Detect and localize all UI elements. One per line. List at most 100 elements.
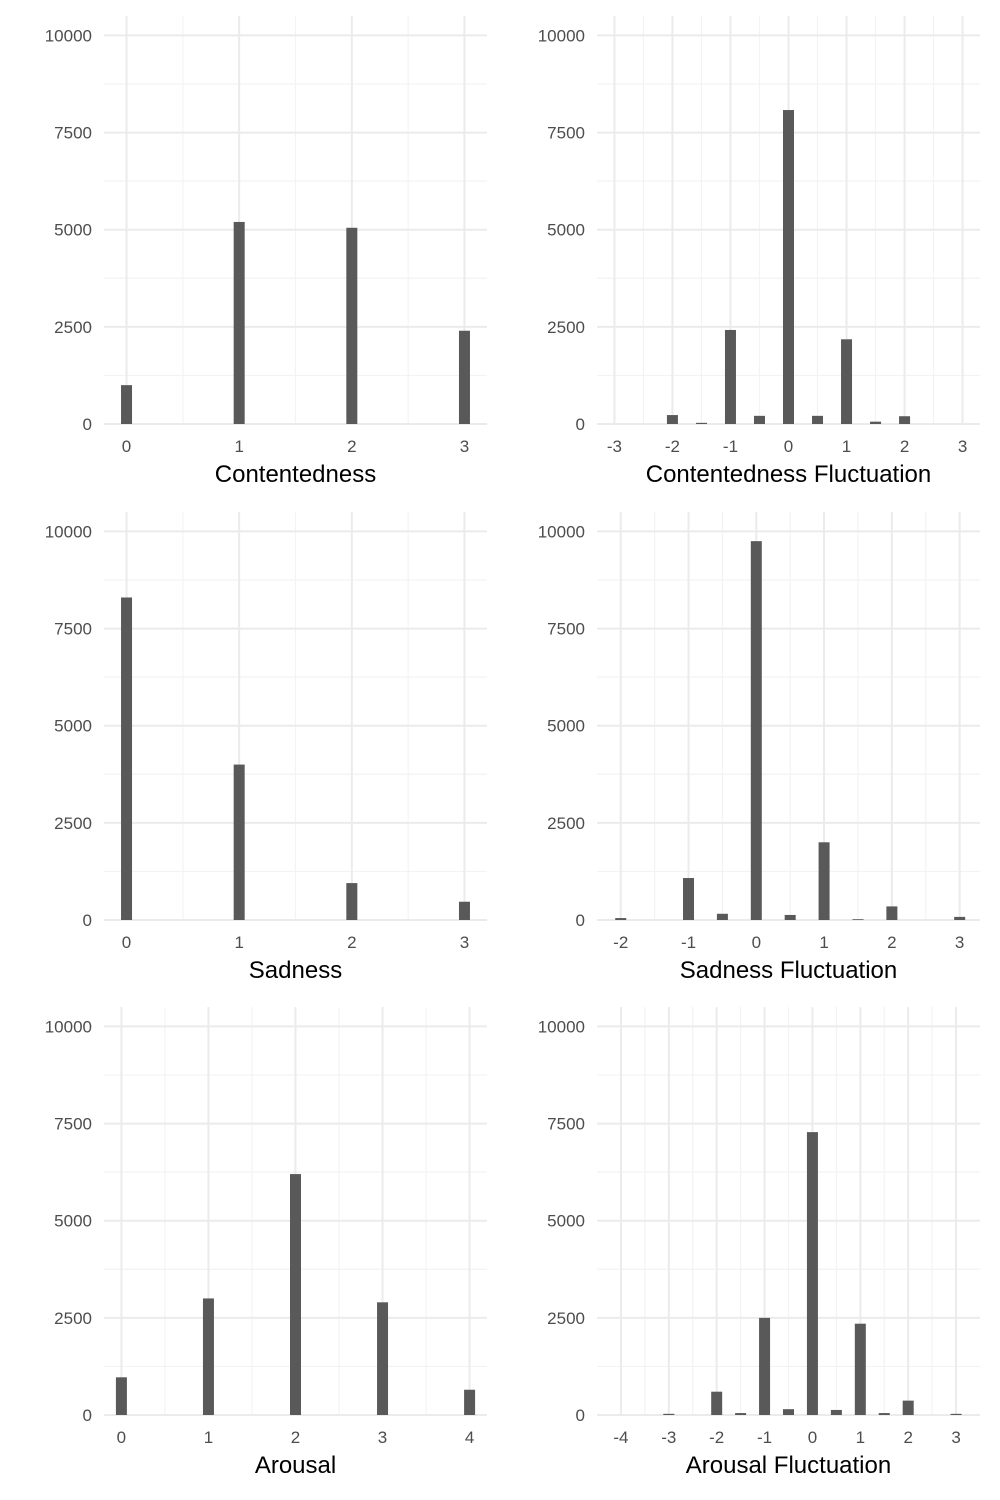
y-tick-label: 5000 — [547, 717, 585, 736]
histogram-bar — [852, 919, 864, 920]
y-tick-label: 5000 — [54, 717, 92, 736]
x-tick-label: 2 — [347, 437, 356, 456]
y-tick-label: 10000 — [45, 26, 92, 45]
panel-6: 0 2500 5000 7500 10000 -4 -3 -2 -1 0 1 2 3 Arousal Fl… — [538, 1007, 980, 1479]
y-tick-label: 7500 — [547, 620, 585, 639]
y-tick-label: 7500 — [54, 1115, 92, 1134]
x-tick-label: -2 — [613, 933, 628, 952]
x-tick-label: 1 — [842, 437, 851, 456]
x-tick-label: 3 — [378, 1428, 387, 1447]
histogram-bar — [870, 421, 882, 424]
x-tick-label: -1 — [681, 933, 696, 952]
histogram-bar — [464, 1389, 476, 1415]
histogram-bar — [346, 227, 358, 424]
histogram-bar — [202, 1298, 214, 1415]
x-tick-label: -3 — [661, 1428, 676, 1447]
histogram-bar — [377, 1302, 389, 1415]
y-tick-label: 2500 — [54, 318, 92, 337]
x-tick-label: 0 — [117, 1428, 126, 1447]
histogram-bar — [735, 1413, 747, 1415]
histogram-bar — [841, 339, 853, 424]
x-tick-label: 0 — [784, 437, 793, 456]
histogram-bar — [121, 385, 133, 424]
panel-5: 0 2500 5000 7500 10000 0 1 2 3 4 Arousal — [45, 1007, 487, 1479]
y-tick-label: 5000 — [54, 1212, 92, 1231]
y-tick-label: 7500 — [547, 124, 585, 143]
x-tick-label: 2 — [887, 933, 896, 952]
y-tick-label: 0 — [576, 911, 585, 930]
histogram-bar — [663, 1413, 675, 1415]
x-axis-title: Contentedness — [215, 461, 376, 488]
x-tick-label: 3 — [460, 933, 469, 952]
histogram-bar — [783, 1409, 794, 1415]
x-axis-title: Sadness — [249, 957, 342, 984]
y-tick-label: 5000 — [547, 221, 585, 240]
histogram-bar — [806, 1132, 818, 1415]
y-tick-label: 0 — [83, 1406, 92, 1425]
x-axis-title: Arousal — [255, 1452, 336, 1479]
histogram-bar — [724, 329, 736, 424]
x-tick-label: 0 — [122, 933, 131, 952]
x-tick-label: -2 — [709, 1428, 724, 1447]
y-tick-label: 7500 — [547, 1115, 585, 1134]
panel-3: 0 2500 5000 7500 10000 0 1 2 3 Sadness — [45, 512, 487, 984]
histogram-bar — [458, 901, 470, 920]
histogram-bar — [716, 913, 728, 920]
panel-1: 0 2500 5000 7500 10000 0 1 2 3 Contentedness — [45, 16, 487, 488]
histogram-bar — [115, 1377, 127, 1415]
y-tick-label: 0 — [83, 911, 92, 930]
histogram-bar — [899, 416, 911, 424]
histogram-bar — [818, 842, 830, 920]
histogram-bar — [290, 1174, 301, 1415]
histogram-bar — [783, 110, 794, 424]
x-tick-label: 3 — [955, 933, 964, 952]
x-axis-title: Contentedness Fluctuation — [646, 461, 932, 488]
histogram-bar — [683, 878, 695, 920]
histogram-bar — [666, 415, 678, 424]
x-tick-label: 1 — [234, 437, 243, 456]
histogram-bar — [233, 221, 245, 424]
y-tick-label: 2500 — [547, 318, 585, 337]
x-tick-label: 0 — [808, 1428, 817, 1447]
histogram-bar — [886, 906, 898, 920]
x-tick-label: 3 — [951, 1428, 960, 1447]
x-tick-label: 1 — [234, 933, 243, 952]
y-tick-label: 0 — [576, 415, 585, 434]
histogram-bar — [121, 597, 133, 920]
y-tick-label: 5000 — [54, 221, 92, 240]
histogram-bar — [458, 330, 470, 424]
histogram-bar — [615, 918, 627, 920]
y-tick-label: 2500 — [547, 1309, 585, 1328]
histogram-bar — [854, 1323, 866, 1415]
y-tick-label: 0 — [576, 1406, 585, 1425]
x-tick-label: 0 — [752, 933, 761, 952]
x-tick-label: 3 — [460, 437, 469, 456]
x-tick-label: 1 — [819, 933, 828, 952]
histogram-bar — [759, 1317, 771, 1415]
y-tick-label: 7500 — [54, 124, 92, 143]
x-tick-label: 1 — [204, 1428, 213, 1447]
x-tick-label: 2 — [291, 1428, 300, 1447]
histogram-bar — [950, 1413, 962, 1415]
y-tick-label: 5000 — [547, 1212, 585, 1231]
y-tick-label: 10000 — [538, 1017, 585, 1036]
x-axis-title: Sadness Fluctuation — [680, 957, 897, 984]
y-tick-label: 10000 — [538, 26, 585, 45]
y-tick-label: 10000 — [538, 522, 585, 541]
histogram-bar — [753, 415, 765, 424]
y-tick-label: 2500 — [54, 1309, 92, 1328]
y-tick-label: 2500 — [54, 814, 92, 833]
panel-2: 0 2500 5000 7500 10000 -3 -2 -1 0 1 2 3 Contentednes… — [538, 16, 980, 488]
y-tick-label: 10000 — [45, 522, 92, 541]
y-tick-label: 10000 — [45, 1017, 92, 1036]
histogram-bar — [346, 883, 358, 920]
histogram-bar — [750, 541, 762, 920]
x-tick-label: -1 — [723, 437, 738, 456]
histogram-bar — [830, 1409, 842, 1415]
y-tick-label: 0 — [83, 415, 92, 434]
x-tick-label: 0 — [122, 437, 131, 456]
histogram-bar — [954, 916, 966, 920]
x-tick-label: 3 — [958, 437, 967, 456]
panel-4: 0 2500 5000 7500 10000 -2 -1 0 1 2 3 Sadness Fluctu… — [538, 512, 980, 984]
